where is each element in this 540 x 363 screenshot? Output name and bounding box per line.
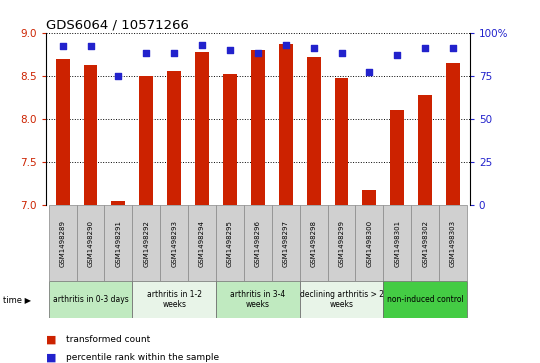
- Bar: [383, 281, 467, 318]
- Bar: [300, 281, 383, 318]
- Text: GSM1498291: GSM1498291: [116, 220, 122, 267]
- Point: [58, 44, 67, 49]
- Bar: [244, 205, 272, 281]
- Bar: [111, 201, 125, 205]
- Bar: [104, 205, 132, 281]
- Bar: [307, 57, 321, 205]
- Bar: [446, 63, 460, 205]
- Bar: [195, 52, 209, 205]
- Point: [309, 45, 318, 51]
- Text: GSM1498300: GSM1498300: [367, 220, 373, 267]
- Bar: [328, 205, 355, 281]
- Text: GSM1498301: GSM1498301: [394, 220, 400, 267]
- Bar: [335, 77, 348, 205]
- Text: GSM1498297: GSM1498297: [283, 220, 289, 267]
- Text: GSM1498299: GSM1498299: [339, 220, 345, 267]
- Text: ■: ■: [46, 334, 56, 344]
- Text: time ▶: time ▶: [3, 295, 31, 304]
- Point: [142, 50, 151, 56]
- Point: [170, 50, 179, 56]
- Bar: [251, 50, 265, 205]
- Bar: [439, 205, 467, 281]
- Text: GSM1498293: GSM1498293: [171, 220, 177, 267]
- Bar: [132, 281, 216, 318]
- Text: percentile rank within the sample: percentile rank within the sample: [66, 353, 220, 362]
- Bar: [160, 205, 188, 281]
- Bar: [139, 76, 153, 205]
- Bar: [188, 205, 216, 281]
- Text: GSM1498290: GSM1498290: [87, 220, 93, 267]
- Bar: [132, 205, 160, 281]
- Text: GDS6064 / 10571266: GDS6064 / 10571266: [46, 19, 189, 32]
- Text: GSM1498298: GSM1498298: [310, 220, 316, 267]
- Bar: [418, 95, 432, 205]
- Text: GSM1498296: GSM1498296: [255, 220, 261, 267]
- Point: [226, 47, 234, 53]
- Point: [337, 50, 346, 56]
- Point: [365, 69, 374, 75]
- Bar: [216, 205, 244, 281]
- Bar: [84, 65, 98, 205]
- Text: GSM1498294: GSM1498294: [199, 220, 205, 267]
- Bar: [300, 205, 328, 281]
- Bar: [77, 205, 104, 281]
- Point: [254, 50, 262, 56]
- Bar: [167, 72, 181, 205]
- Bar: [223, 74, 237, 205]
- Bar: [56, 58, 70, 205]
- Text: arthritis in 3-4
weeks: arthritis in 3-4 weeks: [230, 290, 286, 309]
- Text: GSM1498303: GSM1498303: [450, 220, 456, 267]
- Bar: [355, 205, 383, 281]
- Text: GSM1498289: GSM1498289: [59, 220, 66, 267]
- Bar: [49, 281, 132, 318]
- Text: GSM1498292: GSM1498292: [143, 220, 149, 267]
- Text: GSM1498302: GSM1498302: [422, 220, 428, 267]
- Bar: [362, 189, 376, 205]
- Point: [114, 73, 123, 79]
- Point: [393, 52, 402, 58]
- Text: arthritis in 1-2
weeks: arthritis in 1-2 weeks: [147, 290, 201, 309]
- Point: [449, 45, 457, 51]
- Bar: [411, 205, 439, 281]
- Text: non-induced control: non-induced control: [387, 295, 463, 304]
- Text: declining arthritis > 2
weeks: declining arthritis > 2 weeks: [300, 290, 383, 309]
- Point: [421, 45, 429, 51]
- Bar: [272, 205, 300, 281]
- Bar: [279, 44, 293, 205]
- Text: arthritis in 0-3 days: arthritis in 0-3 days: [52, 295, 129, 304]
- Text: ■: ■: [46, 352, 56, 363]
- Bar: [383, 205, 411, 281]
- Point: [86, 44, 95, 49]
- Bar: [390, 110, 404, 205]
- Bar: [216, 281, 300, 318]
- Text: transformed count: transformed count: [66, 335, 151, 344]
- Bar: [49, 205, 77, 281]
- Text: GSM1498295: GSM1498295: [227, 220, 233, 267]
- Point: [281, 42, 290, 48]
- Point: [198, 42, 206, 48]
